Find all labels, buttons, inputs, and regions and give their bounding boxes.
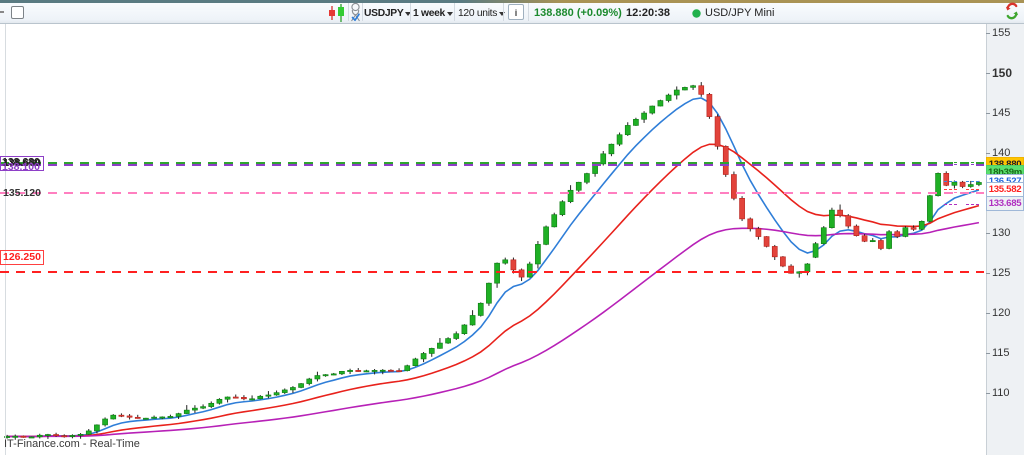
svg-text:i: i — [515, 8, 518, 18]
